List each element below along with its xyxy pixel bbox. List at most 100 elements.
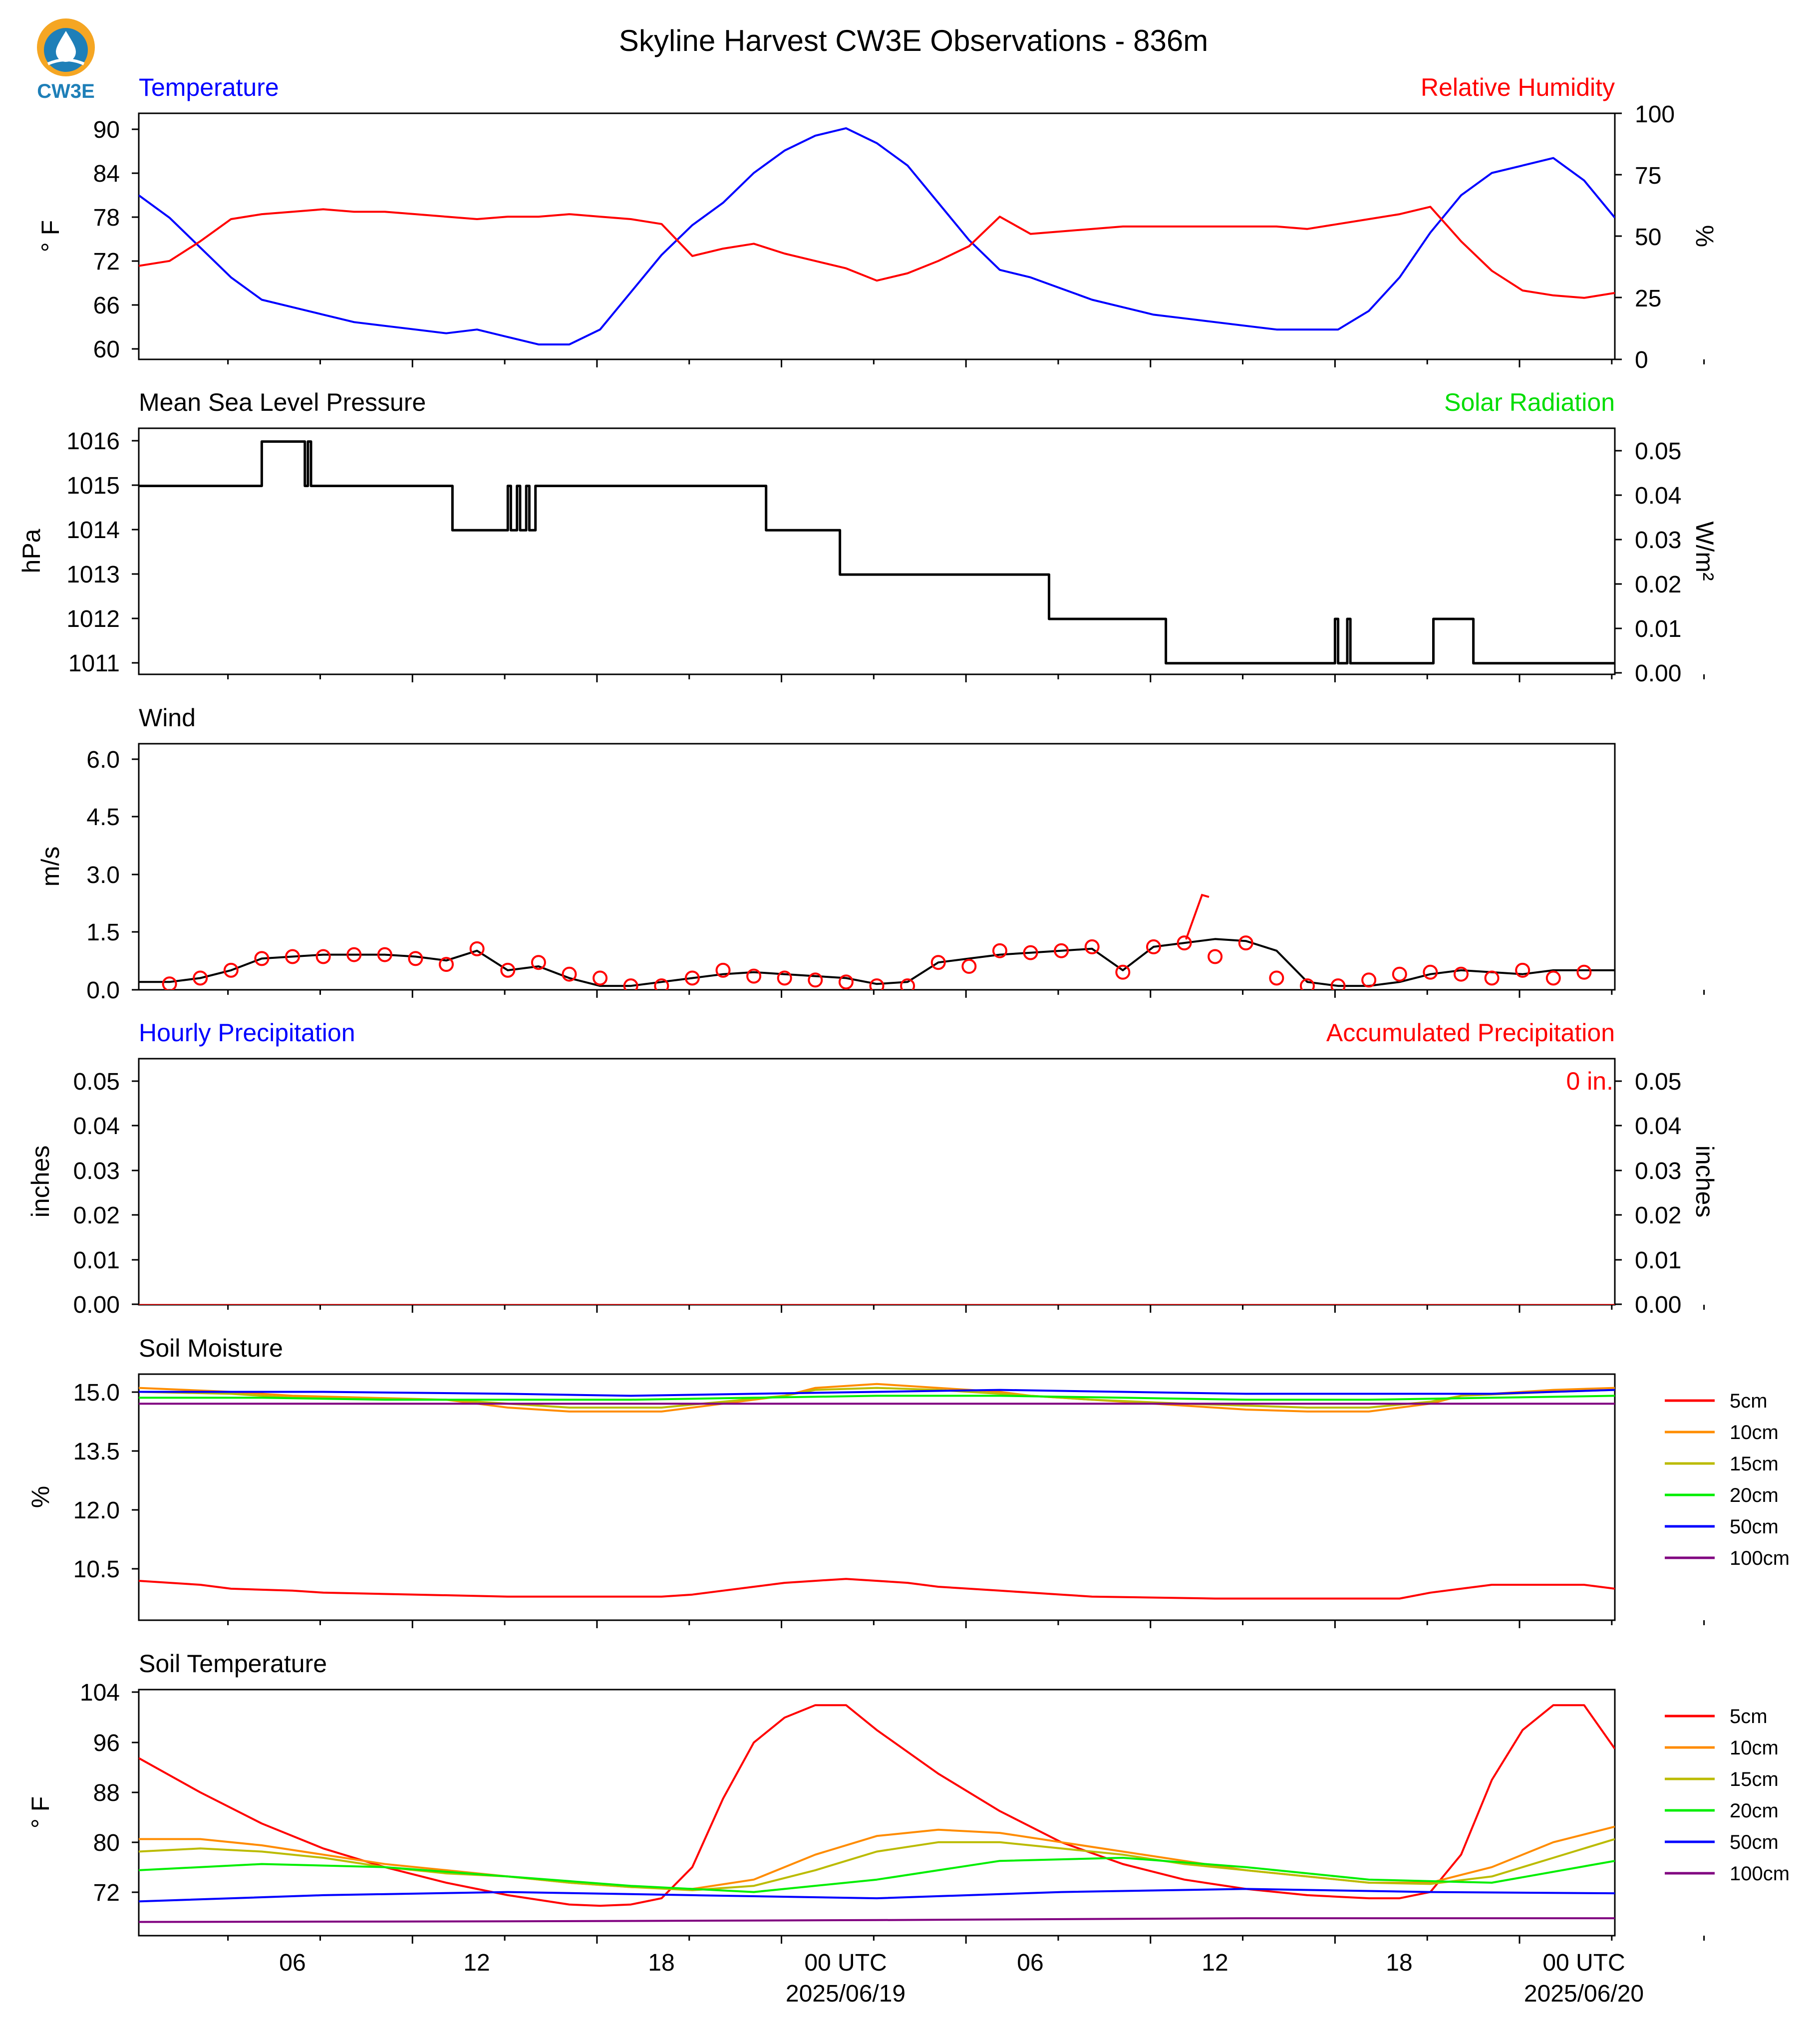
panel-frame [138,743,1616,991]
wind-marker [992,943,1007,958]
x-tick-label: 12 [1202,1950,1228,1976]
legend-label: 15cm [1730,1768,1779,1790]
series-relative-humidity-line [139,206,1615,299]
series-temperature-line [139,127,1615,346]
wind-marker [408,951,423,966]
y-tick-label: 0.01 [1635,1247,1681,1274]
y-ticks-left: 90 84 78 72 66 60 [93,117,139,363]
wind-marker [1423,964,1438,980]
y-tick-label: 0.05 [73,1069,120,1095]
wind-marker [869,978,885,990]
series-50cm-line [139,1389,1615,1397]
logo-droplet-icon [56,31,76,62]
wind-marker [1146,939,1161,954]
wind-marker [623,978,638,990]
plot-area [139,935,1615,990]
wind-marker [715,962,731,978]
y-tick-label: 0.05 [1635,1069,1681,1095]
wind-marker [346,947,362,962]
y-ticks-left: 1016 1015 1014 1013 1012 1011 [66,428,139,677]
figure-title: Skyline Harvest CW3E Observations - 836m [619,24,1208,57]
wind-marker [1545,970,1561,986]
legend: 5cm 10cm 15cm 20cm 50cm 100cm [1665,1706,1790,1885]
wind-marker [193,970,208,986]
legend-label: 10cm [1730,1422,1779,1444]
wind-marker [1208,949,1223,964]
panel-pressure: Mean Sea Level Pressure Solar Radiation … [17,388,1719,687]
wind-marker [1361,972,1377,988]
legend-label: 100cm [1730,1863,1790,1885]
y-label-right: % [1691,225,1719,247]
panel-frame [138,1689,1616,1937]
legend: 5cm 10cm 15cm 20cm 50cm 100cm [1665,1390,1790,1569]
wind-marker [469,941,485,956]
y-tick-label: 66 [93,292,120,319]
y-tick-label: 0.00 [1635,1292,1681,1318]
y-tick-label: 4.5 [86,804,120,831]
y-tick-label: 13.5 [73,1439,120,1465]
legend-label: 20cm [1730,1800,1779,1822]
y-label-left: ° F [26,1796,54,1828]
wind-marker [900,978,915,990]
y-tick-label: 80 [93,1830,120,1856]
y-tick-label: 1014 [66,517,120,544]
x-date-label: 2025/06/19 [786,1981,906,2007]
plot-area [139,440,1615,665]
series-10cm-line [139,1383,1615,1413]
series-100cm-line [139,1917,1615,1923]
y-tick-label: 72 [93,249,120,275]
y-tick-label: 100 [1635,101,1675,128]
wind-marker [1115,964,1131,980]
y-tick-label: 0.04 [1635,483,1681,509]
panel-soil-temperature: Soil Temperature ° F 104 96 88 80 72 5cm… [26,1650,1790,1944]
y-tick-label: 96 [93,1730,120,1756]
accumulated-total-label: 0 in. [1566,1067,1613,1095]
wind-marker [1515,962,1530,978]
x-tick-label: 18 [648,1950,674,1976]
legend-label: 50cm [1730,1516,1779,1538]
panel-title-left: Soil Moisture [139,1334,283,1362]
wind-marker [1484,970,1500,986]
y-tick-label: 1011 [68,650,120,677]
y-tick-label: 0.03 [1635,1158,1681,1184]
y-ticks-right: 0.05 0.04 0.03 0.02 0.01 0.00 [1615,438,1681,687]
wind-marker [838,974,854,990]
wind-marker [684,970,700,986]
cw3e-logo: CW3E [37,18,95,102]
wind-marker [531,955,546,970]
wind-marker [930,955,946,970]
series-20cm-line [139,1857,1615,1893]
wind-marker [377,947,392,962]
y-tick-label: 90 [93,117,120,143]
x-ticks [227,1620,1705,1628]
y-tick-label: 12.0 [73,1497,120,1524]
y-ticks-right: 100 75 50 25 0 [1615,101,1675,373]
wind-marker [1269,970,1284,986]
y-tick-label: 88 [93,1780,120,1806]
wind-barb [1185,893,1210,940]
y-tick-label: 1016 [66,428,120,455]
panel-title-right: Relative Humidity [1421,73,1615,101]
y-tick-label: 10.5 [73,1556,120,1583]
wind-marker [1023,945,1038,960]
y-tick-label: 0.00 [1635,660,1681,687]
x-tick-label: 00 UTC [1542,1950,1625,1976]
legend-label: 10cm [1730,1737,1779,1759]
y-ticks-left: 6.0 4.5 3.0 1.5 0.0 [86,747,139,1004]
wind-marker [1392,966,1407,982]
panel-frame [138,1373,1616,1621]
y-tick-label: 0.03 [73,1158,120,1184]
series-mean-sea-level-pressure-line [139,440,1615,665]
legend-label: 50cm [1730,1831,1779,1853]
y-tick-label: 0.00 [73,1292,120,1318]
wind-marker [593,970,608,986]
panel-frame [138,427,1616,675]
y-tick-label: 1012 [66,606,120,632]
y-label-left: % [26,1486,54,1508]
x-tick-label: 12 [463,1950,490,1976]
x-tick-label: 06 [279,1950,305,1976]
plot-area [139,1383,1615,1600]
y-tick-label: 104 [80,1680,120,1706]
y-tick-label: 0.01 [73,1247,120,1274]
